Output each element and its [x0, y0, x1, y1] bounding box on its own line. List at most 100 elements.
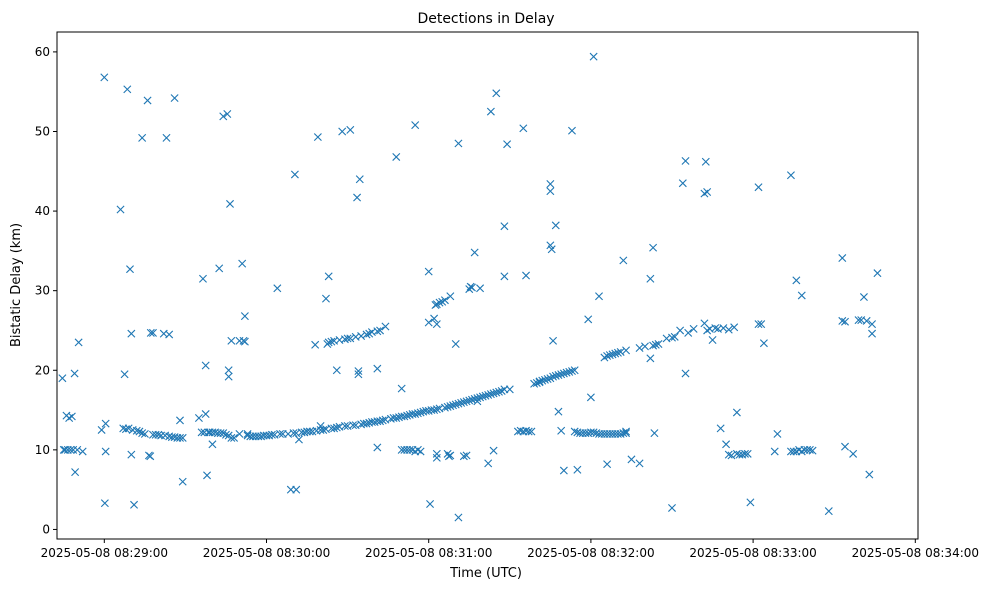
data-point	[146, 328, 155, 337]
x-tick-label: 2025-05-08 08:31:00	[365, 546, 492, 560]
data-point	[457, 398, 466, 407]
data-point	[467, 395, 476, 404]
data-point	[201, 361, 210, 370]
data-point	[313, 133, 322, 142]
data-point	[397, 384, 406, 393]
data-point	[522, 271, 531, 280]
data-point	[732, 408, 741, 417]
data-point	[424, 267, 433, 276]
data-point	[730, 323, 739, 332]
data-point	[440, 296, 449, 305]
data-point	[97, 425, 106, 434]
data-point	[319, 425, 328, 434]
data-point	[727, 451, 736, 460]
data-point	[838, 254, 847, 263]
data-point	[143, 96, 152, 105]
data-point	[67, 412, 76, 421]
data-point	[786, 171, 795, 180]
data-point	[619, 256, 628, 265]
data-point	[789, 447, 798, 456]
data-point	[567, 367, 576, 376]
x-tick-label: 2025-05-08 08:29:00	[41, 546, 168, 560]
data-point	[824, 507, 833, 516]
data-point	[489, 446, 498, 455]
data-point	[462, 397, 471, 406]
data-point	[221, 430, 230, 439]
data-point	[327, 337, 336, 346]
data-point	[570, 427, 579, 436]
data-point	[227, 336, 236, 345]
data-point	[403, 411, 412, 420]
data-point	[454, 139, 463, 148]
data-point	[226, 199, 234, 208]
data-point	[622, 429, 631, 438]
data-point	[204, 428, 213, 437]
data-point	[201, 410, 210, 419]
data-point	[267, 430, 276, 439]
data-point	[622, 346, 631, 355]
x-tick-label: 2025-05-08 08:34:00	[852, 546, 979, 560]
data-point	[230, 433, 239, 442]
data-point	[651, 340, 660, 349]
data-point	[440, 403, 449, 412]
data-point	[332, 423, 341, 432]
data-point	[289, 429, 298, 438]
data-point	[240, 337, 249, 346]
data-point	[432, 453, 441, 462]
y-tick-label: 0	[42, 522, 50, 536]
data-point	[724, 450, 733, 459]
data-point	[484, 459, 493, 468]
data-point	[400, 412, 409, 421]
data-point	[589, 52, 598, 61]
data-point	[138, 133, 147, 142]
data-point	[754, 320, 763, 329]
data-point	[100, 499, 109, 508]
data-point	[411, 121, 420, 130]
data-point	[567, 126, 576, 135]
data-point	[451, 400, 460, 409]
data-point	[640, 342, 649, 351]
data-point	[346, 334, 355, 343]
data-point	[868, 329, 877, 338]
y-tick-label: 40	[35, 204, 50, 218]
data-point	[130, 500, 139, 509]
data-point	[495, 387, 503, 396]
x-axis: 2025-05-08 08:29:00 2025-05-08 08:30:00 20…	[41, 539, 979, 560]
data-point	[74, 338, 83, 347]
data-point	[559, 466, 568, 475]
data-point	[689, 324, 698, 333]
data-point	[354, 367, 363, 376]
data-point	[503, 140, 512, 149]
data-point	[605, 351, 614, 360]
data-point	[219, 112, 228, 121]
x-tick-label: 2025-05-08 08:32:00	[527, 546, 654, 560]
data-point	[354, 370, 363, 379]
y-tick-label: 60	[35, 45, 50, 59]
data-point	[524, 427, 533, 436]
data-point	[841, 317, 849, 326]
data-point	[470, 248, 479, 257]
data-point	[178, 477, 187, 486]
data-point	[650, 429, 659, 438]
data-point	[635, 459, 644, 468]
data-point	[797, 291, 806, 300]
data-point	[562, 368, 571, 377]
data-point	[773, 429, 782, 438]
data-point	[492, 388, 501, 397]
data-point	[849, 449, 858, 458]
data-point	[646, 274, 655, 283]
data-point	[711, 324, 720, 333]
x-axis-label: Time (UTC)	[449, 566, 522, 581]
data-point	[355, 175, 364, 184]
data-point	[454, 513, 463, 522]
data-point	[446, 292, 455, 301]
data-point	[176, 416, 184, 425]
data-point	[208, 440, 217, 449]
data-point	[481, 391, 490, 400]
data-point	[123, 85, 132, 94]
data-point	[792, 276, 801, 285]
data-point	[649, 341, 658, 350]
data-point	[224, 366, 233, 375]
data-point	[392, 152, 401, 161]
